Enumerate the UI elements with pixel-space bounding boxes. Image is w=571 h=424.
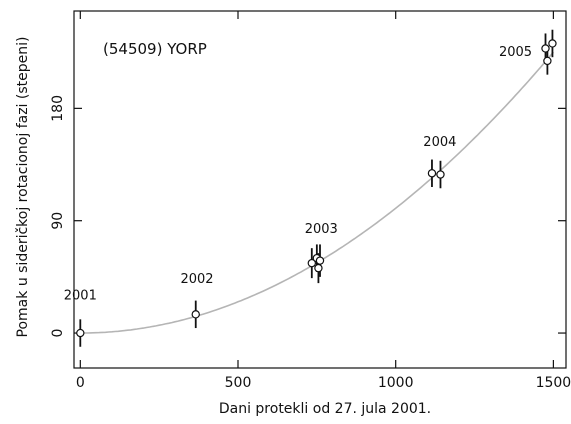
data-point <box>315 256 325 265</box>
data-point <box>548 39 557 48</box>
data-point <box>541 44 550 53</box>
data-point <box>76 328 85 338</box>
y-tick-label: 0 <box>50 329 66 338</box>
year-annotation: 2001 <box>64 288 97 303</box>
data-point <box>191 310 200 319</box>
chart-title: (54509) YORP <box>103 40 207 58</box>
data-point <box>314 263 323 273</box>
data-point <box>543 56 552 66</box>
y-axis-title: Pomak u sideričkoj rotacionoj fazi (step… <box>15 37 31 338</box>
year-annotation: 2002 <box>180 272 213 287</box>
x-tick-label: 1500 <box>536 375 571 391</box>
x-tick-label: 1000 <box>378 375 414 391</box>
x-axis-title: Dani protekli od 27. jula 2001. <box>219 401 431 417</box>
annotations-layer: 2001 2002 2003 2004 2005 <box>64 45 532 303</box>
plot-frame <box>73 10 567 369</box>
y-tick-label: 180 <box>50 95 66 122</box>
data-point <box>427 169 437 178</box>
year-annotation: 2005 <box>499 45 532 60</box>
fit-curve <box>80 51 555 334</box>
points-layer <box>76 39 557 338</box>
year-annotation: 2003 <box>305 222 338 237</box>
errorbars-layer <box>79 29 554 347</box>
ticks-layer: 0 500 1000 1500 0 90 180 <box>50 11 571 391</box>
year-annotation: 2004 <box>423 135 456 150</box>
x-tick-label: 0 <box>76 375 85 391</box>
x-tick-label: 500 <box>225 375 252 391</box>
data-point <box>436 170 445 179</box>
y-tick-label: 90 <box>50 212 66 230</box>
data-point <box>307 258 316 268</box>
